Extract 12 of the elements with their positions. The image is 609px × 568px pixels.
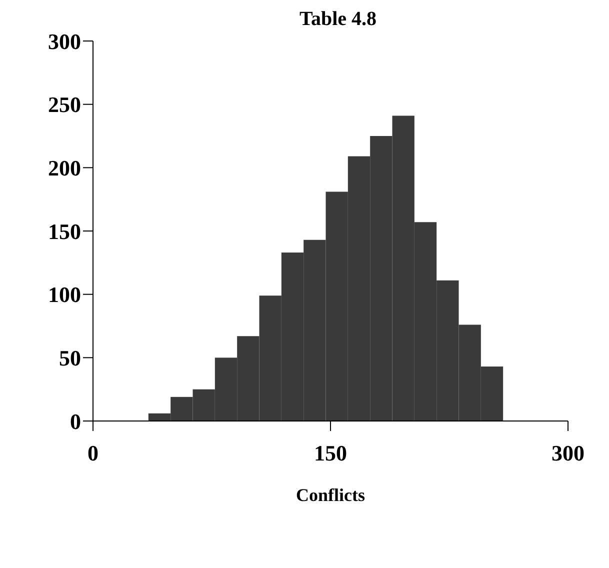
chart-title: Table 4.8 (299, 8, 377, 30)
y-tick-label: 300 (48, 28, 81, 54)
x-axis-title: Conflicts (296, 485, 365, 505)
y-tick-label: 150 (48, 218, 81, 244)
y-tick-label: 200 (48, 155, 81, 180)
y-tick-label: 250 (48, 92, 81, 118)
x-tick-label: 150 (314, 440, 347, 466)
y-tick-label: 0 (70, 408, 81, 434)
x-tick-label: 300 (552, 440, 584, 466)
x-tick-label: 0 (88, 440, 98, 466)
y-tick-label: 50 (59, 345, 81, 370)
y-tick-label: 100 (48, 282, 81, 308)
